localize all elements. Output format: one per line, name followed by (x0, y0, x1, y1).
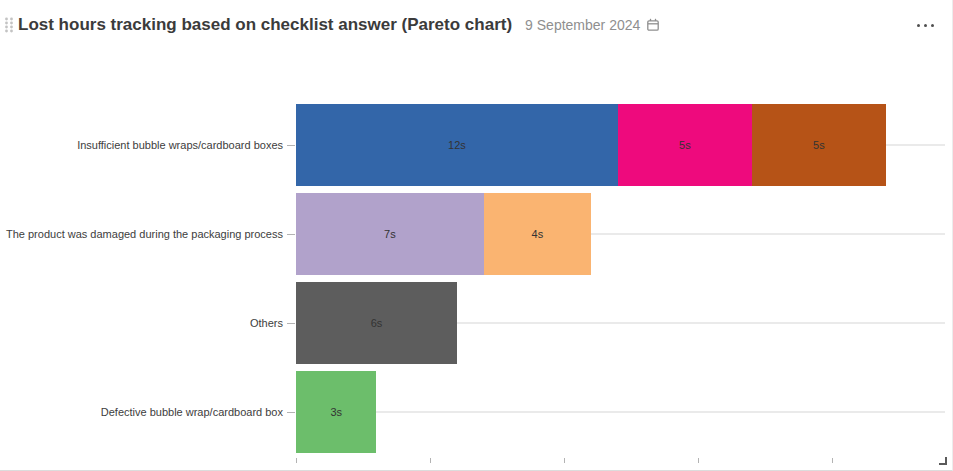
bar-row: 12s 5s 5s (296, 104, 886, 186)
bar-segment: 12s (296, 104, 618, 186)
x-tick-mark (430, 458, 431, 463)
bar-value-label: 5s (679, 139, 691, 151)
x-tick-mark (832, 458, 833, 463)
category-label: The product was damaged during the packa… (6, 228, 283, 240)
bar-segment: 6s (296, 282, 457, 364)
category-label: Insufficient bubble wraps/cardboard boxe… (77, 139, 283, 151)
drag-handle-icon[interactable] (3, 16, 15, 34)
date-label: 9 September 2024 (525, 17, 640, 33)
widget-header: Lost hours tracking based on checklist a… (0, 0, 952, 42)
resize-corner-icon[interactable] (939, 457, 947, 465)
bar-row: 6s (296, 282, 457, 364)
plot-area: 12s 5s 5s 7s 4s 6s 3s (296, 100, 945, 456)
y-tick-mark (287, 234, 295, 235)
bar-segment: 5s (752, 104, 886, 186)
bar-value-label: 12s (448, 139, 466, 151)
bar-segment: 5s (618, 104, 752, 186)
grid-line (296, 411, 945, 413)
bar-value-label: 5s (813, 139, 825, 151)
x-tick-mark (296, 458, 297, 463)
chart-widget: Lost hours tracking based on checklist a… (0, 0, 953, 471)
bar-value-label: 7s (384, 228, 396, 240)
x-axis: 0s5s10s15s20s (296, 456, 945, 471)
widget-title: Lost hours tracking based on checklist a… (18, 15, 512, 35)
pareto-chart: Insufficient bubble wraps/cardboard boxe… (0, 42, 952, 470)
x-tick-mark (698, 458, 699, 463)
y-tick-mark (287, 145, 295, 146)
category-label: Others (250, 317, 283, 329)
y-tick-mark (287, 323, 295, 324)
bar-value-label: 6s (371, 317, 383, 329)
bar-segment: 4s (484, 193, 591, 275)
y-axis-labels: Insufficient bubble wraps/cardboard boxe… (0, 100, 283, 456)
bar-row: 7s 4s (296, 193, 591, 275)
category-label: Defective bubble wrap/cardboard box (101, 406, 283, 418)
bar-value-label: 4s (532, 228, 544, 240)
ellipsis-icon (917, 24, 920, 27)
bar-segment: 7s (296, 193, 484, 275)
bar-row: 3s (296, 371, 376, 453)
calendar-icon (646, 18, 660, 32)
x-tick-mark (564, 458, 565, 463)
bar-segment: 3s (296, 371, 376, 453)
date-picker[interactable]: 9 September 2024 (525, 17, 660, 33)
bar-value-label: 3s (330, 406, 342, 418)
more-options-button[interactable] (915, 18, 936, 33)
y-tick-mark (287, 412, 295, 413)
